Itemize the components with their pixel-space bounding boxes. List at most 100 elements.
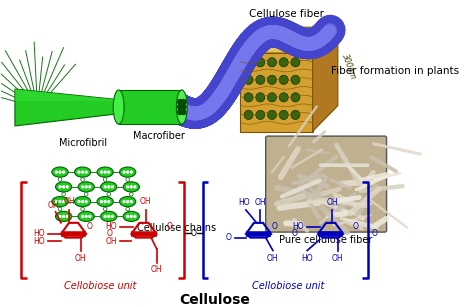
Circle shape [291,75,300,84]
Text: Macrofiber: Macrofiber [133,130,185,141]
Text: HO: HO [105,222,117,231]
Circle shape [244,58,253,67]
Circle shape [126,215,129,218]
Circle shape [84,192,88,196]
Ellipse shape [119,167,136,177]
Text: OH: OH [327,198,338,207]
FancyBboxPatch shape [266,136,387,232]
Text: O: O [166,222,172,231]
Ellipse shape [176,90,187,124]
Text: O: O [292,229,298,239]
Text: Cellobiose unit: Cellobiose unit [252,281,324,291]
Text: O: O [87,222,93,231]
Circle shape [58,185,62,188]
Circle shape [181,104,186,110]
Circle shape [103,215,107,218]
Circle shape [122,170,126,174]
Polygon shape [240,27,338,53]
Ellipse shape [100,182,117,192]
Text: Cellulose fiber: Cellulose fiber [249,9,324,19]
Text: HO: HO [238,198,250,207]
Circle shape [58,207,62,211]
Text: O: O [107,229,112,239]
Circle shape [81,170,84,174]
Circle shape [88,185,91,188]
Circle shape [133,215,137,218]
Circle shape [107,215,110,218]
Circle shape [291,110,300,119]
Circle shape [126,200,129,203]
Circle shape [244,110,253,119]
Circle shape [179,107,184,112]
Circle shape [62,192,65,196]
Text: OH: OH [255,198,266,207]
Polygon shape [240,53,312,131]
Ellipse shape [100,211,117,221]
Circle shape [181,110,186,115]
Circle shape [58,170,62,174]
Text: Cellulose: Cellulose [180,293,251,307]
Circle shape [55,200,58,203]
Text: OH: OH [151,265,163,274]
Text: O: O [371,228,377,238]
Circle shape [58,200,62,203]
Circle shape [81,207,84,211]
Circle shape [279,75,288,84]
Text: HO: HO [33,229,45,239]
Circle shape [177,104,182,110]
Circle shape [84,170,88,174]
Circle shape [179,102,184,107]
Circle shape [103,207,107,211]
Circle shape [244,75,253,84]
Circle shape [130,170,133,174]
Circle shape [256,58,265,67]
Circle shape [279,93,288,102]
Text: Cellobiose unit: Cellobiose unit [64,281,137,291]
Text: HO: HO [301,254,313,263]
Circle shape [279,110,288,119]
Circle shape [291,93,300,102]
Circle shape [130,215,133,218]
Circle shape [103,185,107,188]
Circle shape [107,185,110,188]
Ellipse shape [55,182,72,192]
Ellipse shape [55,211,72,221]
Circle shape [58,215,62,218]
Circle shape [58,178,62,181]
Circle shape [291,58,300,67]
Circle shape [100,170,103,174]
Circle shape [62,215,65,218]
Circle shape [122,200,126,203]
Text: O: O [272,222,278,231]
Circle shape [267,93,276,102]
Circle shape [129,192,133,196]
Ellipse shape [97,167,113,177]
Text: Pure cellulose fiber: Pure cellulose fiber [280,235,373,245]
Circle shape [62,200,65,203]
Circle shape [77,170,81,174]
Circle shape [111,185,114,188]
Circle shape [111,215,114,218]
Circle shape [62,185,65,188]
Circle shape [133,185,137,188]
Circle shape [244,93,253,102]
Ellipse shape [119,196,136,207]
Ellipse shape [123,182,139,192]
Circle shape [103,200,107,203]
Ellipse shape [74,196,91,207]
Circle shape [126,207,129,211]
Text: OH: OH [75,254,87,263]
Text: HO: HO [33,237,45,246]
Circle shape [84,200,88,203]
Text: OH: OH [48,201,60,210]
Circle shape [77,200,81,203]
Ellipse shape [52,196,68,207]
Circle shape [126,170,129,174]
Circle shape [84,185,88,188]
Text: O: O [226,233,231,242]
Circle shape [181,99,186,105]
Ellipse shape [123,211,139,221]
Polygon shape [15,89,132,101]
Circle shape [103,170,107,174]
Circle shape [126,185,129,188]
